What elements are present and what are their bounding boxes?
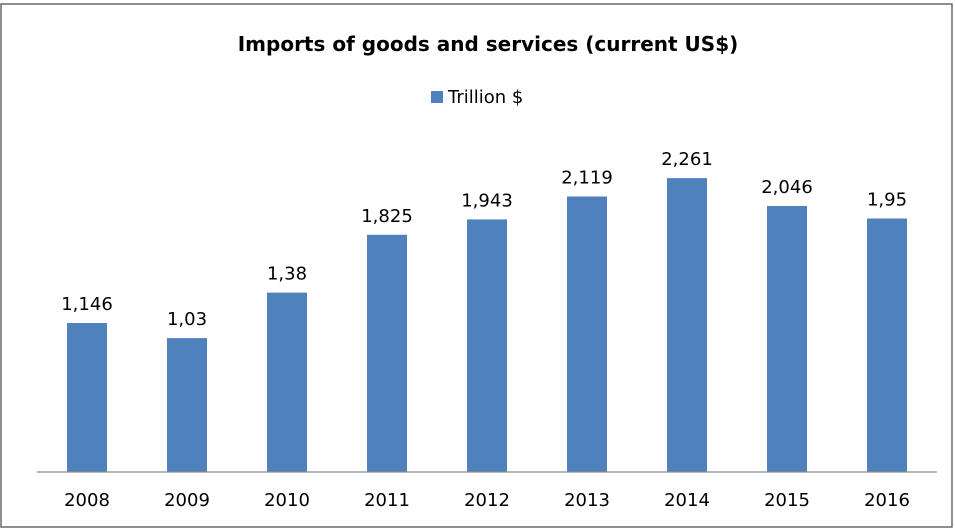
- data-label-2008: 1,146: [61, 294, 113, 315]
- data-label-2013: 2,119: [561, 168, 613, 189]
- data-label-2009: 1,03: [167, 309, 207, 330]
- x-tick-label-2015: 2015: [764, 490, 810, 511]
- bar-2015: [767, 206, 807, 472]
- data-labels-group: 1,146 1,03 1,38 1,825 1,943 2,119 2,261 2,046 1,…: [61, 149, 907, 330]
- bar-2010: [267, 292, 307, 472]
- legend-swatch: [431, 91, 443, 103]
- bar-2013: [567, 196, 607, 472]
- x-tick-label-2010: 2010: [264, 490, 310, 511]
- bar-2012: [467, 219, 507, 472]
- legend: Trillion $: [431, 87, 523, 108]
- bar-2008: [67, 323, 107, 472]
- data-label-2015: 2,046: [761, 177, 813, 198]
- data-label-2014: 2,261: [661, 149, 713, 170]
- x-tick-label-2008: 2008: [64, 490, 110, 511]
- data-label-2011: 1,825: [361, 206, 413, 227]
- bar-2016: [867, 218, 907, 472]
- bar-2014: [667, 178, 707, 472]
- data-label-2012: 1,943: [461, 190, 513, 211]
- data-label-2016: 1,95: [867, 190, 907, 211]
- legend-label: Trillion $: [447, 87, 523, 108]
- x-tick-label-2011: 2011: [364, 490, 410, 511]
- chart-title: Imports of goods and services (current U…: [238, 32, 739, 56]
- x-tick-label-2009: 2009: [164, 490, 210, 511]
- data-label-2010: 1,38: [267, 264, 307, 285]
- bar-2011: [367, 234, 407, 473]
- x-tick-label-2012: 2012: [464, 490, 510, 511]
- bars-group: [67, 178, 907, 473]
- x-tick-label-2014: 2014: [664, 490, 710, 511]
- x-tick-labels-group: 2008 2009 2010 2011 2012 2013 2014 2015 2016: [64, 490, 910, 511]
- bar-2009: [167, 338, 207, 472]
- x-tick-label-2016: 2016: [864, 490, 910, 511]
- x-tick-label-2013: 2013: [564, 490, 610, 511]
